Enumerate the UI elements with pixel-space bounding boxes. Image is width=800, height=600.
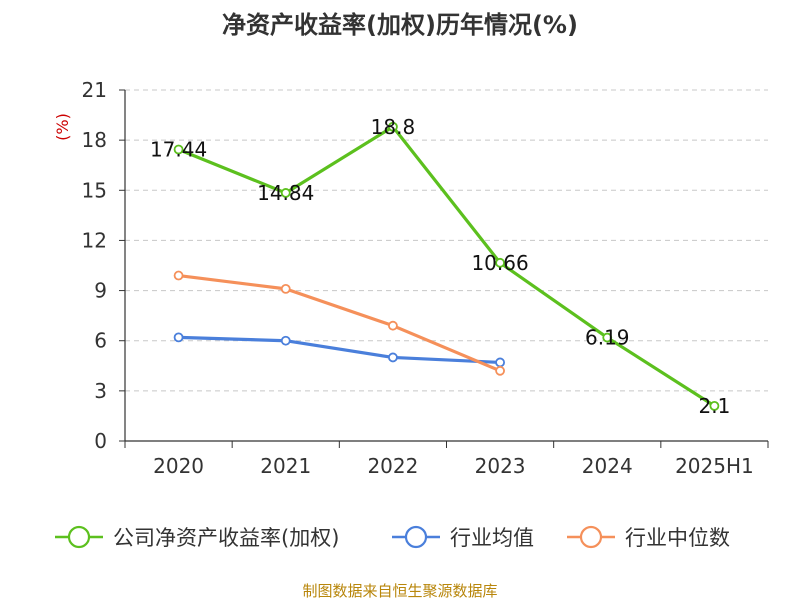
grid-lines <box>125 89 768 392</box>
y-axis-unit: (%) <box>53 113 72 141</box>
source-note: 制图数据来自恒生聚源数据库 <box>302 582 497 600</box>
legend-swatch-marker <box>579 525 603 549</box>
data-point <box>388 121 398 132</box>
x-tick-label: 2023 <box>475 454 526 478</box>
data-point <box>173 332 184 343</box>
data-point <box>280 335 291 346</box>
legend-swatch-marker <box>67 525 91 549</box>
data-point <box>495 365 505 376</box>
data-point <box>280 188 291 198</box>
x-tick-label: 2024 <box>582 454 633 478</box>
data-point <box>602 332 613 343</box>
chart-title: 净资产收益率(加权)历年情况(%) <box>222 11 578 39</box>
data-point <box>388 352 398 363</box>
data-point <box>388 320 398 331</box>
x-tick-labels: 2020 2021 2022 2023 2024 2025H1 <box>153 454 754 478</box>
data-point <box>173 144 184 155</box>
series-line <box>178 273 501 373</box>
x-tick-label: 2025H1 <box>675 454 754 478</box>
x-tick-label: 2022 <box>367 454 418 478</box>
data-labels: 17.44 14.84 18.8 10.66 6.19 2.1 <box>150 115 730 418</box>
data-label: 14.84 <box>257 181 314 205</box>
series-line <box>177 125 716 408</box>
data-point <box>709 400 720 411</box>
y-tick-label: 6 <box>94 329 107 353</box>
series <box>173 121 720 411</box>
y-tick-labels: 0 3 6 9 12 15 18 21 <box>82 78 107 453</box>
data-point <box>495 257 505 268</box>
y-tick-label: 12 <box>82 228 107 252</box>
series-line <box>178 335 501 365</box>
data-label: 18.8 <box>371 115 416 139</box>
y-tick-label: 21 <box>82 78 107 102</box>
data-label: 17.44 <box>150 138 207 162</box>
y-tick-label: 0 <box>94 429 107 453</box>
data-point <box>280 283 291 294</box>
axes <box>119 89 769 448</box>
data-label: 6.19 <box>585 326 630 350</box>
x-tick-label: 2021 <box>260 454 311 478</box>
legend-label: 行业均值 <box>450 526 534 550</box>
data-label: 2.1 <box>699 394 731 418</box>
legend-swatch-marker <box>404 525 428 549</box>
legend: 公司净资产收益率(加权) 行业均值 行业中位数 <box>55 525 730 550</box>
y-tick-label: 3 <box>94 379 107 403</box>
y-tick-label: 15 <box>82 178 107 202</box>
data-point <box>173 270 184 281</box>
legend-label: 公司净资产收益率(加权) <box>113 526 339 550</box>
y-tick-label: 18 <box>82 128 107 152</box>
data-point <box>495 357 505 368</box>
x-tick-label: 2020 <box>153 454 204 478</box>
y-tick-label: 9 <box>94 279 107 303</box>
legend-label: 行业中位数 <box>625 526 730 550</box>
data-label: 10.66 <box>471 251 528 275</box>
